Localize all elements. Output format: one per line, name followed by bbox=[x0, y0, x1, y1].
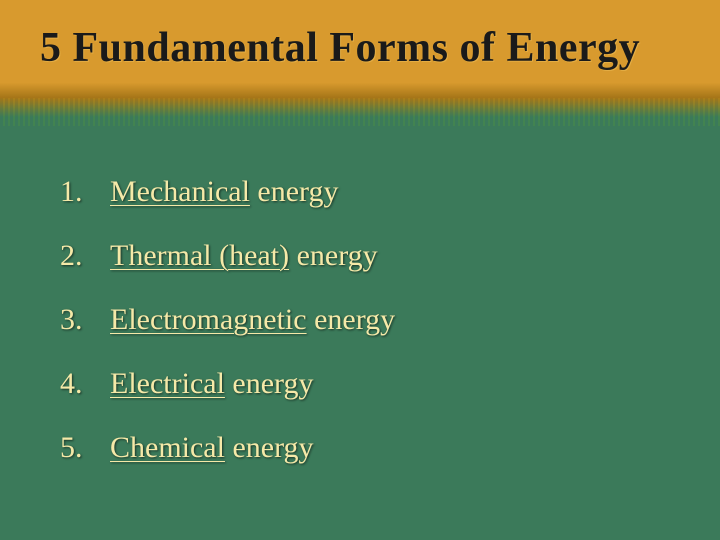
list-text-plain: energy bbox=[257, 175, 338, 209]
list-text-plain: energy bbox=[297, 239, 378, 273]
list-item: 2. Thermal (heat) energy bbox=[60, 239, 660, 273]
list-item: 3. Electromagnetic energy bbox=[60, 303, 660, 337]
list-text-plain: energy bbox=[232, 367, 313, 401]
slide: 5 Fundamental Forms of Energy 1. Mechani… bbox=[0, 0, 720, 540]
list-item: 5. Chemical energy bbox=[60, 431, 660, 465]
list-item: 1. Mechanical energy bbox=[60, 175, 660, 209]
list-text-underlined: Electromagnetic bbox=[110, 303, 307, 337]
list-text-underlined: Electrical bbox=[110, 367, 225, 401]
header-band bbox=[0, 0, 720, 150]
energy-list: 1. Mechanical energy 2. Thermal (heat) e… bbox=[60, 175, 660, 495]
list-text-plain: energy bbox=[232, 431, 313, 465]
list-number: 5. bbox=[60, 431, 110, 465]
list-number: 4. bbox=[60, 367, 110, 401]
list-number: 1. bbox=[60, 175, 110, 209]
list-text-underlined: Mechanical bbox=[110, 175, 250, 209]
list-number: 2. bbox=[60, 239, 110, 273]
list-text-plain: energy bbox=[314, 303, 395, 337]
list-number: 3. bbox=[60, 303, 110, 337]
slide-title: 5 Fundamental Forms of Energy bbox=[40, 24, 680, 72]
list-item: 4. Electrical energy bbox=[60, 367, 660, 401]
list-text-underlined: Thermal (heat) bbox=[110, 239, 289, 273]
list-text-underlined: Chemical bbox=[110, 431, 225, 465]
